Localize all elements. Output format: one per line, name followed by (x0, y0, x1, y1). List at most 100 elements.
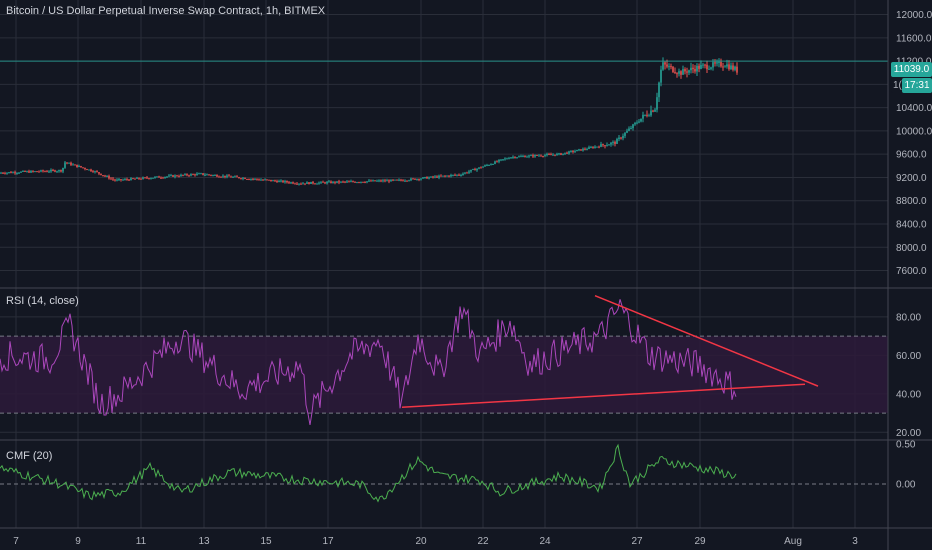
candle (110, 178, 112, 180)
candle (472, 169, 474, 171)
candle (368, 180, 370, 182)
candle (152, 177, 154, 179)
candle (540, 155, 542, 157)
candle (280, 180, 282, 182)
candle (316, 183, 318, 185)
candle (146, 177, 148, 179)
candle (376, 180, 378, 182)
cmf-line (0, 443, 737, 503)
candle (424, 176, 426, 178)
price-tick-label: 9600.0 (896, 150, 927, 161)
candle (52, 169, 54, 171)
candle (594, 146, 596, 148)
candle (548, 154, 550, 156)
candle (118, 179, 120, 181)
candle (656, 97, 658, 110)
candle (342, 181, 344, 183)
x-tick-label: 13 (198, 536, 210, 547)
candle (40, 170, 42, 172)
candle (624, 132, 626, 136)
candle (370, 180, 372, 182)
candle (262, 179, 264, 181)
candle (652, 110, 654, 112)
candle (630, 128, 632, 130)
candle (566, 152, 568, 154)
candle (646, 114, 648, 116)
candle (700, 65, 702, 69)
candle (620, 137, 622, 139)
x-tick-label: 22 (477, 536, 489, 547)
candle (524, 156, 526, 158)
last-price-badge: 11039.0 (891, 62, 932, 77)
candle (402, 180, 404, 182)
candle (432, 176, 434, 178)
candle (36, 171, 38, 173)
candle (422, 177, 424, 179)
candle (436, 176, 438, 178)
candle (244, 177, 246, 179)
candle (350, 181, 352, 183)
candle (162, 177, 164, 179)
candle (4, 173, 6, 175)
candle (30, 170, 32, 173)
candle (242, 177, 244, 179)
candle (498, 159, 500, 162)
candle (222, 175, 224, 177)
price-tick-label: 12000.0 (896, 10, 932, 21)
candle (474, 169, 476, 171)
candle (692, 67, 694, 70)
candle (126, 179, 128, 181)
candle (72, 164, 74, 166)
candle (518, 156, 520, 158)
candle (132, 178, 134, 180)
candle (88, 169, 90, 171)
candle (254, 178, 256, 180)
candle (240, 178, 242, 180)
candle (690, 67, 692, 71)
candle (732, 65, 734, 70)
candle (154, 176, 156, 178)
candle (408, 180, 410, 182)
price-tick-label: 11600.0 (896, 33, 932, 44)
candle (124, 179, 126, 181)
candle (440, 175, 442, 177)
candle (96, 171, 98, 173)
candle (482, 166, 484, 168)
candle (500, 159, 502, 161)
price-tick-label: 8000.0 (896, 243, 927, 254)
candle (550, 154, 552, 156)
candle (462, 173, 464, 176)
candle (488, 164, 490, 166)
candle (660, 69, 662, 83)
candle (202, 173, 204, 175)
candle (32, 170, 34, 172)
candle (476, 168, 478, 171)
candle (266, 179, 268, 181)
candle (702, 64, 704, 66)
candle (46, 171, 48, 173)
rsi-levels (0, 335, 888, 414)
x-tick-label: 9 (75, 536, 81, 547)
candle (258, 179, 260, 181)
candle (186, 174, 188, 176)
candle (676, 73, 678, 75)
candle (180, 174, 182, 177)
price-tick-label: 10000.0 (896, 126, 932, 137)
candle (338, 181, 340, 183)
candle (38, 171, 40, 173)
candle (326, 181, 328, 184)
candle (358, 182, 360, 184)
candle (394, 179, 396, 181)
candle (570, 151, 572, 153)
candle (56, 171, 58, 173)
candle (712, 62, 714, 68)
candle (112, 178, 114, 180)
candle (510, 157, 512, 159)
candle (720, 61, 722, 67)
candle (668, 66, 670, 68)
candle (348, 181, 350, 183)
candle (406, 180, 408, 182)
candle (340, 181, 342, 183)
candle (230, 176, 232, 178)
